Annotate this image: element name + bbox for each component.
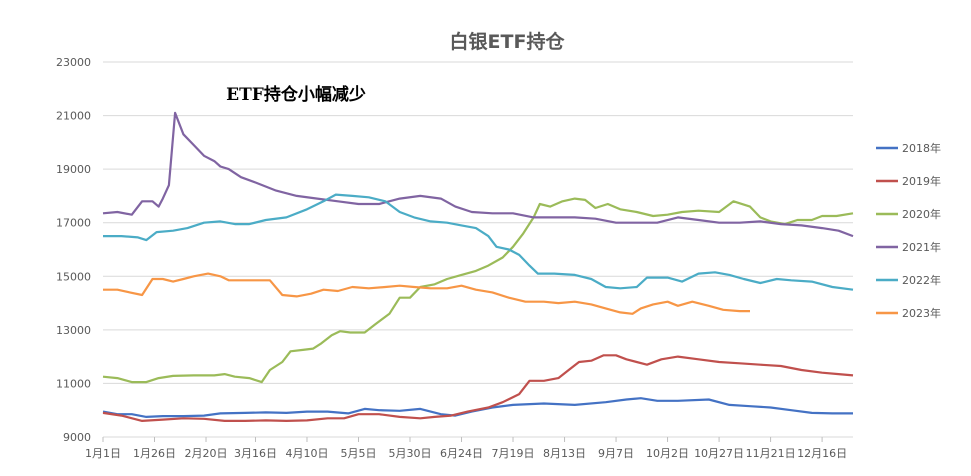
x-tick-label: 8月13日 bbox=[543, 447, 586, 460]
x-tick-label: 1月1日 bbox=[85, 447, 121, 460]
chart-title: 白银ETF持仓 bbox=[450, 30, 566, 53]
series-lines bbox=[102, 111, 854, 422]
x-tick-label: 9月7日 bbox=[598, 447, 634, 460]
y-tick-label: 17000 bbox=[56, 217, 91, 230]
y-tick-label: 9000 bbox=[63, 431, 91, 444]
series-line-2021年 bbox=[102, 111, 854, 238]
x-tick-label: 10月2日 bbox=[646, 447, 689, 460]
series-line-2020年 bbox=[102, 197, 854, 384]
x-tick-label: 2月20日 bbox=[185, 447, 228, 460]
series-line-2022年 bbox=[103, 193, 854, 291]
x-tick-label: 5月30日 bbox=[389, 447, 432, 460]
legend-label: 2018年 bbox=[902, 141, 941, 155]
x-axis: 1月1日 1月26日 2月20日 3月16日 4月10日 5月5日 5月30日 6月24日 7月… bbox=[85, 437, 847, 460]
legend-label: 2022年 bbox=[902, 273, 941, 287]
chart-annotation: ETF持仓小幅减少 bbox=[226, 84, 366, 105]
legend-label: 2021年 bbox=[902, 240, 941, 254]
legend: 2018年 2019年 2020年 2021年 2022年 2023年 bbox=[876, 141, 941, 320]
y-axis: 9000 11000 13000 15000 17000 19000 21000 23000 bbox=[56, 56, 91, 444]
legend-label: 2019年 bbox=[902, 174, 941, 188]
y-tick-label: 19000 bbox=[56, 163, 91, 176]
y-tick-label: 13000 bbox=[56, 324, 91, 337]
series-line-2018年 bbox=[102, 397, 853, 418]
x-tick-label: 11月21日 bbox=[746, 447, 796, 460]
series-line-2023年 bbox=[103, 272, 750, 315]
y-tick-label: 15000 bbox=[56, 270, 91, 283]
x-tick-label: 3月16日 bbox=[234, 447, 277, 460]
y-tick-label: 21000 bbox=[56, 110, 91, 123]
y-tick-label: 11000 bbox=[56, 377, 91, 390]
x-tick-label: 12月16日 bbox=[797, 447, 847, 460]
series-line-2019年 bbox=[102, 354, 854, 422]
x-tick-label: 10月27日 bbox=[694, 447, 744, 460]
legend-label: 2020年 bbox=[902, 207, 941, 221]
x-tick-label: 4月10日 bbox=[285, 447, 328, 460]
x-tick-label: 6月24日 bbox=[440, 447, 483, 460]
x-tick-label: 1月26日 bbox=[133, 447, 176, 460]
x-tick-label: 5月5日 bbox=[340, 447, 376, 460]
y-tick-label: 23000 bbox=[56, 56, 91, 69]
legend-label: 2023年 bbox=[902, 306, 941, 320]
x-tick-label: 7月19日 bbox=[492, 447, 535, 460]
gridlines bbox=[103, 61, 853, 438]
